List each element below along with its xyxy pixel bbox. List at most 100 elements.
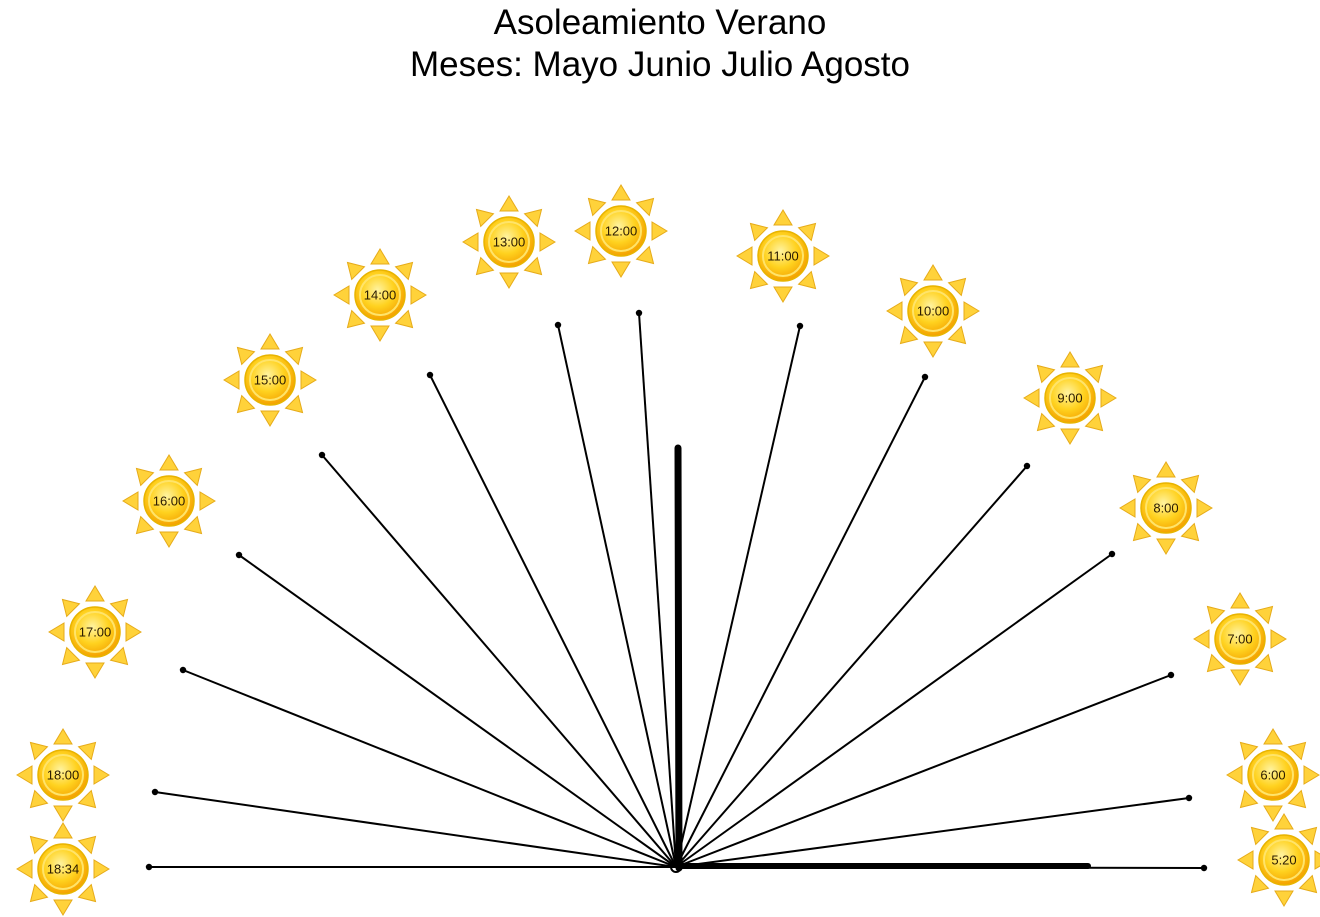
- sun-time-label-9-00: 9:00: [1057, 390, 1082, 405]
- ray-end-dot-9-00: [1023, 462, 1031, 470]
- sun-icon: 12:00: [574, 184, 668, 278]
- sun-ray: [1254, 653, 1274, 673]
- sun-ray: [284, 394, 304, 414]
- sun-ray: [635, 245, 655, 265]
- sun-icon: 6:00: [1226, 728, 1320, 822]
- sun-time-label-16-00: 16:00: [153, 493, 186, 508]
- sun-ray: [53, 805, 73, 822]
- sun-ray: [523, 256, 543, 276]
- sun-inner-ring: [1049, 377, 1091, 419]
- sun-ray: [1084, 364, 1104, 384]
- sun-ray: [1060, 428, 1080, 445]
- sun-time-label-12-00: 12:00: [605, 223, 638, 238]
- sun-ray: [77, 883, 97, 903]
- ray-line-6-00: [675, 797, 1190, 868]
- sun-ray: [462, 232, 479, 252]
- sun-inner-ring: [74, 611, 116, 653]
- ray-end-dot-10-00: [921, 373, 929, 381]
- ray-origin: [670, 861, 682, 873]
- ray-end-dot-18-34: [145, 863, 153, 871]
- sun-ray: [109, 646, 129, 666]
- sun-ray: [1263, 805, 1283, 822]
- sun-ray: [1287, 789, 1307, 809]
- sun-ray: [236, 346, 256, 366]
- sun-time-label-13-00: 13:00: [493, 234, 526, 249]
- sun-ray: [773, 209, 793, 226]
- sun-time-label-5-20: 5:20: [1271, 852, 1296, 867]
- sun-ray: [1226, 765, 1243, 785]
- sun-inner-ring: [600, 210, 642, 252]
- sun-time-label-6-00: 6:00: [1260, 767, 1285, 782]
- sun-ray: [77, 789, 97, 809]
- sun-ray: [797, 270, 817, 290]
- sun-inner-ring: [762, 235, 804, 277]
- sun-time-label-18-34: 18:34: [47, 861, 80, 876]
- sun-ray: [1230, 592, 1250, 609]
- sun-ray: [1206, 605, 1226, 625]
- sun-ray: [1274, 890, 1294, 907]
- sun-ray: [48, 622, 65, 642]
- sun-ray: [499, 195, 519, 212]
- sun-inner-ring: [1145, 487, 1187, 529]
- sun-inner-ring: [249, 359, 291, 401]
- sun-ray: [370, 248, 390, 265]
- sun-core: [595, 205, 647, 257]
- sun-icon: 17:00: [48, 585, 142, 679]
- sun-ray: [223, 370, 240, 390]
- sun-ray: [85, 585, 105, 602]
- sun-ray: [77, 835, 97, 855]
- sun-icon: 8:00: [1119, 461, 1213, 555]
- sun-ray: [1303, 765, 1320, 785]
- sun-ray: [135, 515, 155, 535]
- sun-ray: [61, 646, 81, 666]
- sun-ray: [29, 741, 49, 761]
- sun-ray: [122, 491, 139, 511]
- sun-ray: [135, 467, 155, 487]
- ray-end-dot-7-00: [1167, 671, 1175, 679]
- title-line-2: Meses: Mayo Junio Julio Agosto: [410, 45, 910, 84]
- sun-ray: [53, 822, 73, 839]
- sun-ray: [611, 184, 631, 201]
- ray-end-dot-15-00: [318, 451, 326, 459]
- sun-ray: [93, 859, 110, 879]
- ray-line-11-00: [675, 325, 801, 868]
- sun-time-label-7-00: 7:00: [1227, 631, 1252, 646]
- sun-ray: [749, 270, 769, 290]
- sun-time-label-8-00: 8:00: [1153, 500, 1178, 515]
- sun-ray: [797, 222, 817, 242]
- sun-ray: [346, 309, 366, 329]
- sun-ray: [183, 515, 203, 535]
- sun-ray: [61, 598, 81, 618]
- sun-ray: [923, 341, 943, 358]
- sun-ray: [394, 261, 414, 281]
- sun-ray: [1274, 813, 1294, 830]
- sun-core: [1258, 834, 1310, 886]
- sun-inner-ring: [1219, 618, 1261, 660]
- sun-inner-ring: [912, 290, 954, 332]
- gnomon-shadow: [670, 444, 1091, 873]
- sun-ray: [523, 208, 543, 228]
- sun-ray: [1206, 653, 1226, 673]
- ray-line-13-00: [557, 324, 677, 868]
- sun-ray: [899, 325, 919, 345]
- sun-ray: [1193, 629, 1210, 649]
- sun-time-label-14-00: 14:00: [364, 287, 397, 302]
- sun-ray: [773, 286, 793, 303]
- sun-ray: [651, 221, 668, 241]
- sun-ray: [1060, 351, 1080, 368]
- sun-ray: [346, 261, 366, 281]
- ray-lines: [145, 309, 1208, 872]
- sun-ray: [499, 272, 519, 289]
- sun-core: [483, 216, 535, 268]
- sun-core: [757, 230, 809, 282]
- sun-ray: [1023, 388, 1040, 408]
- ray-end-dot-18-00: [151, 788, 159, 796]
- sun-ray: [947, 325, 967, 345]
- sun-core: [37, 749, 89, 801]
- sun-ray: [77, 741, 97, 761]
- sun-ray: [1156, 538, 1176, 555]
- sun-icon: 11:00: [736, 209, 830, 303]
- sun-inner-ring: [42, 754, 84, 796]
- sun-ray: [93, 765, 110, 785]
- sun-ray: [1100, 388, 1117, 408]
